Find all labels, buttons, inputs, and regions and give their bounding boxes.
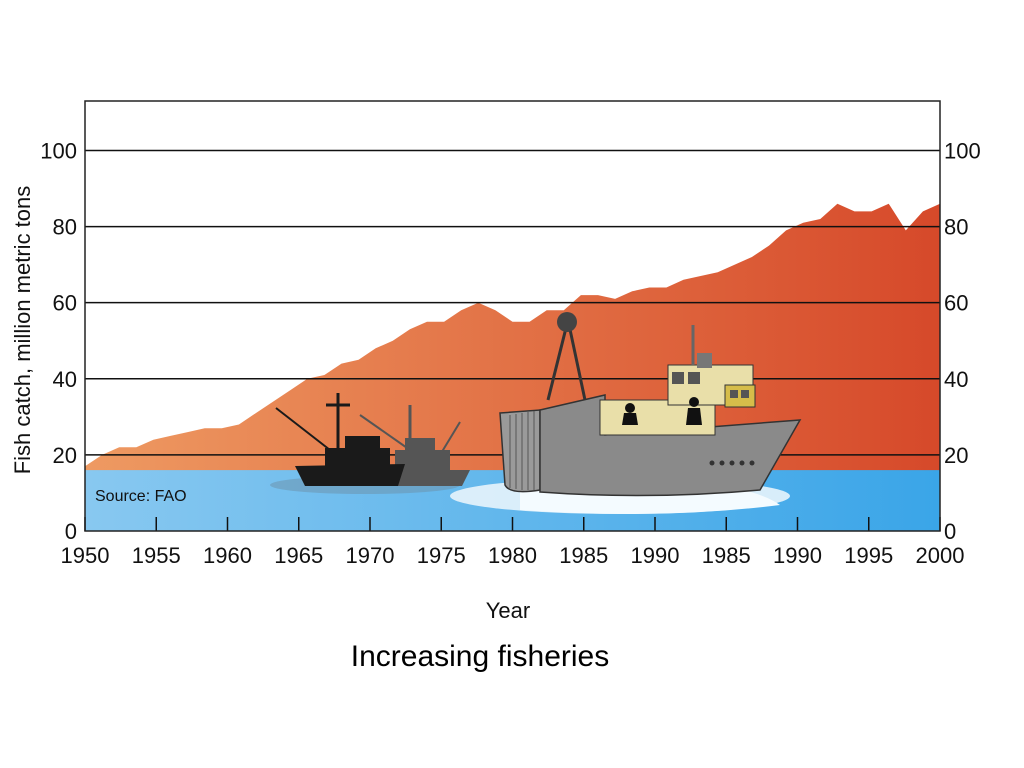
slide-caption: Increasing fisheries [350,640,610,673]
y-tick-label: 80 [53,215,77,240]
source-label: Source: FAO [95,488,187,505]
gridlines [85,149,940,456]
x-tick-label: 1985 [559,543,608,568]
y-tick-label: 40 [53,367,77,392]
y-ticks-left: 0 20 40 60 80 100 [40,138,77,544]
y-tick-label: 60 [944,291,968,316]
x-tick-label: 1980 [488,543,537,568]
x-tick-label: 1970 [346,543,395,568]
x-tick-label: 1955 [132,543,181,568]
y-tick-label: 100 [944,138,981,163]
x-tick-label: 1985 [702,543,751,568]
y-tick-label: 0 [65,519,77,544]
y-tick-label: 100 [40,138,77,163]
x-tick-label: 1995 [844,543,893,568]
x-tick-label: 1990 [631,543,680,568]
x-tick-labels: 1950 1955 1960 1965 1970 1975 1980 1985 1990 1985… [61,543,965,568]
x-tick-label: 1990 [773,543,822,568]
fishing-boat-icon [275,393,405,486]
plot-frame [84,100,941,532]
small-trawler-group [270,393,470,494]
y-tick-label: 80 [944,215,968,240]
y-ticks-right: 0 20 40 60 80 100 [944,138,981,544]
y-tick-label: 0 [944,519,956,544]
x-tick-label: 1950 [61,543,110,568]
x-tick-label: 1975 [417,543,466,568]
y-tick-label: 20 [53,443,77,468]
x-tick-label: 1965 [274,543,323,568]
y-tick-label: 20 [944,443,968,468]
y-axis-title: Fish catch, million metric tons [10,186,35,475]
x-tick-label: 1960 [203,543,252,568]
y-tick-label: 60 [53,291,77,316]
x-axis-title: Year [486,598,530,623]
trawler-icon [450,312,802,514]
y-tick-label: 40 [944,367,968,392]
x-tick-label: 2000 [916,543,965,568]
